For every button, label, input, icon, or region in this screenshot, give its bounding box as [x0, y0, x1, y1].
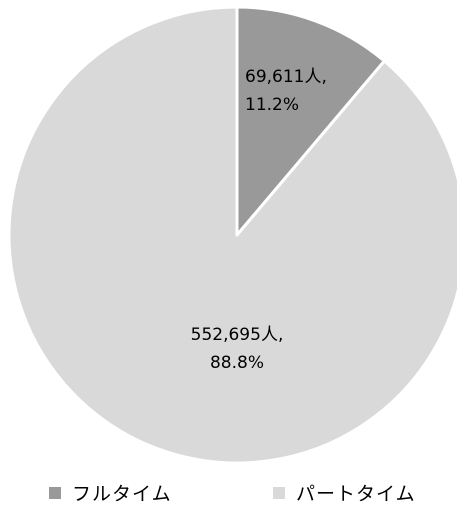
slice-label-fulltime-percent: 11.2% — [245, 95, 299, 115]
pie-slices — [7, 5, 457, 465]
slice-label-parttime-count: 552,695人, — [191, 325, 284, 345]
pie-slice-fulltime — [235, 5, 386, 237]
legend-swatch-parttime — [273, 487, 285, 499]
legend-swatch-fulltime — [49, 487, 61, 499]
legend-label-fulltime: フルタイム — [72, 483, 172, 505]
pie-slice-parttime — [7, 5, 457, 465]
legend-label-parttime: パートタイム — [296, 483, 416, 505]
slice-label-fulltime-count: 69,611人, — [245, 67, 327, 87]
legend: フルタイム パートタイム — [49, 483, 416, 505]
slice-label-parttime-percent: 88.8% — [210, 353, 264, 373]
